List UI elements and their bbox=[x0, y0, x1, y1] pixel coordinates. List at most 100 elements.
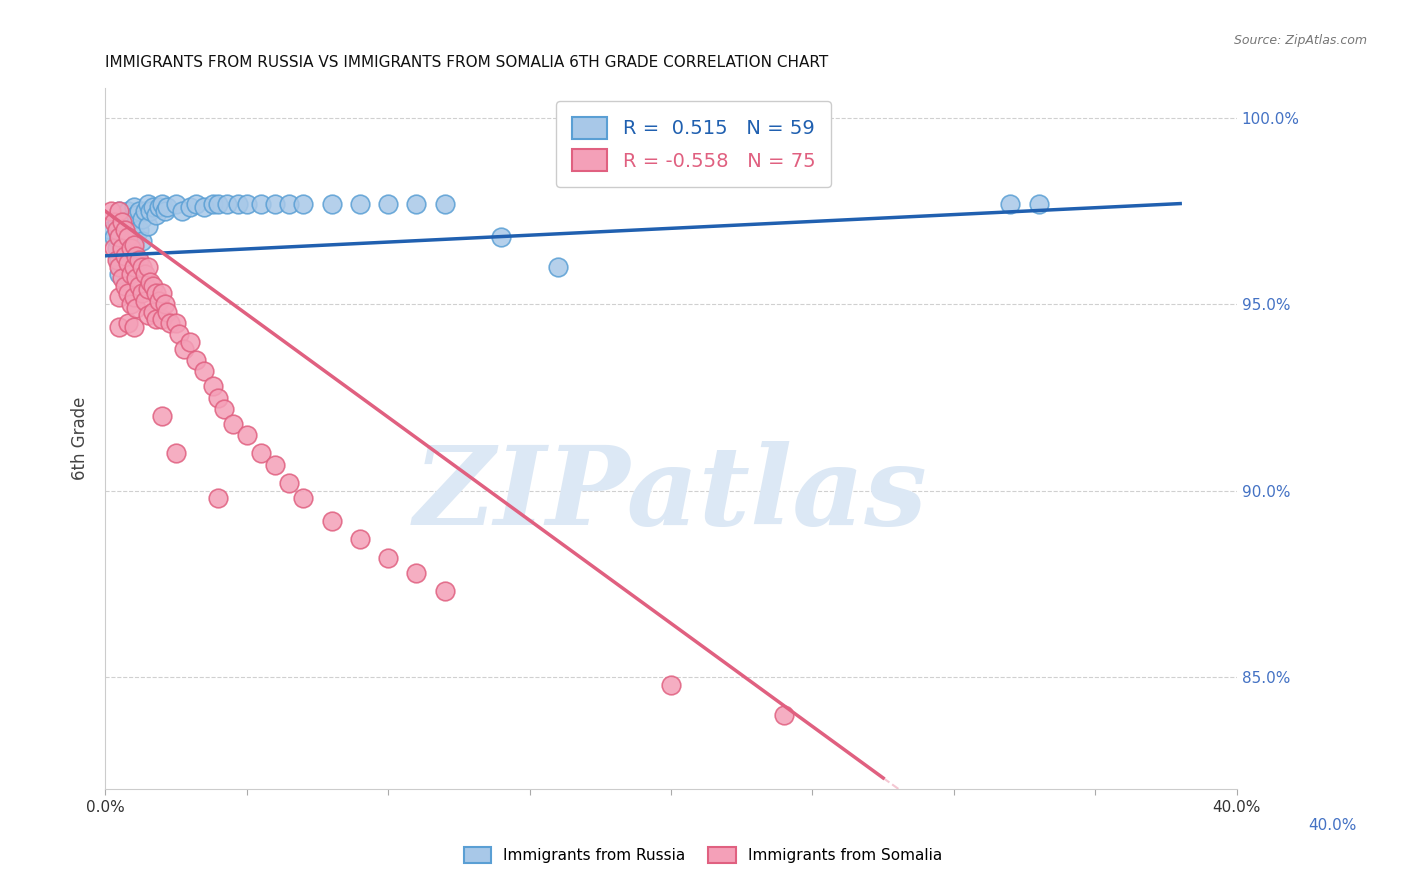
Point bbox=[128, 204, 150, 219]
Point bbox=[179, 200, 201, 214]
Y-axis label: 6th Grade: 6th Grade bbox=[72, 397, 89, 480]
Point bbox=[122, 237, 145, 252]
Text: Source: ZipAtlas.com: Source: ZipAtlas.com bbox=[1233, 34, 1367, 47]
Point bbox=[491, 230, 513, 244]
Point bbox=[145, 312, 167, 326]
Point bbox=[120, 211, 142, 226]
Point bbox=[100, 204, 122, 219]
Point bbox=[226, 196, 249, 211]
Point bbox=[108, 204, 131, 219]
Point bbox=[120, 234, 142, 248]
Point bbox=[125, 271, 148, 285]
Point bbox=[105, 215, 128, 229]
Point bbox=[179, 334, 201, 349]
Point bbox=[148, 293, 170, 308]
Point bbox=[114, 215, 136, 229]
Point bbox=[134, 204, 156, 219]
Point bbox=[117, 316, 139, 330]
Point bbox=[100, 223, 122, 237]
Point bbox=[249, 446, 271, 460]
Point bbox=[264, 458, 287, 472]
Point bbox=[120, 297, 142, 311]
Point bbox=[184, 196, 207, 211]
Point bbox=[114, 223, 136, 237]
Point bbox=[278, 476, 301, 491]
Point bbox=[278, 196, 301, 211]
Point bbox=[150, 409, 173, 424]
Point bbox=[136, 282, 159, 296]
Point bbox=[235, 427, 257, 442]
Point bbox=[142, 278, 165, 293]
Point bbox=[405, 196, 427, 211]
Point bbox=[117, 230, 139, 244]
Point bbox=[108, 230, 131, 244]
Point bbox=[142, 304, 165, 318]
Point bbox=[125, 301, 148, 315]
Text: IMMIGRANTS FROM RUSSIA VS IMMIGRANTS FROM SOMALIA 6TH GRADE CORRELATION CHART: IMMIGRANTS FROM RUSSIA VS IMMIGRANTS FRO… bbox=[105, 55, 828, 70]
Point bbox=[659, 678, 682, 692]
Point bbox=[114, 249, 136, 263]
Point bbox=[170, 204, 193, 219]
Point bbox=[125, 230, 148, 244]
Point bbox=[349, 196, 371, 211]
Point bbox=[349, 533, 371, 547]
Point bbox=[103, 230, 125, 244]
Point bbox=[108, 290, 131, 304]
Point bbox=[321, 196, 343, 211]
Point bbox=[108, 268, 131, 282]
Text: 40.0%: 40.0% bbox=[1309, 818, 1357, 832]
Point bbox=[136, 260, 159, 274]
Point bbox=[131, 260, 153, 274]
Point bbox=[773, 707, 796, 722]
Point bbox=[117, 227, 139, 241]
Point bbox=[173, 342, 195, 356]
Point bbox=[105, 252, 128, 267]
Point bbox=[136, 219, 159, 233]
Point bbox=[108, 252, 131, 267]
Point bbox=[111, 219, 134, 233]
Point bbox=[125, 249, 148, 263]
Point bbox=[145, 286, 167, 301]
Point bbox=[207, 491, 229, 506]
Point bbox=[167, 327, 190, 342]
Point bbox=[184, 353, 207, 368]
Point bbox=[122, 319, 145, 334]
Point bbox=[1028, 196, 1050, 211]
Point bbox=[120, 241, 142, 255]
Point bbox=[207, 391, 229, 405]
Point bbox=[292, 196, 315, 211]
Point bbox=[136, 309, 159, 323]
Point bbox=[128, 252, 150, 267]
Point bbox=[117, 256, 139, 270]
Point bbox=[128, 278, 150, 293]
Point bbox=[108, 260, 131, 274]
Point bbox=[207, 196, 229, 211]
Legend: R =  0.515   N = 59, R = -0.558   N = 75: R = 0.515 N = 59, R = -0.558 N = 75 bbox=[557, 101, 831, 187]
Point bbox=[103, 241, 125, 255]
Point bbox=[221, 417, 243, 431]
Point bbox=[153, 204, 176, 219]
Point bbox=[377, 196, 399, 211]
Point bbox=[117, 252, 139, 267]
Point bbox=[122, 290, 145, 304]
Text: ZIPatlas: ZIPatlas bbox=[413, 441, 928, 549]
Point bbox=[148, 200, 170, 214]
Point bbox=[139, 275, 162, 289]
Point bbox=[165, 196, 187, 211]
Point bbox=[159, 316, 181, 330]
Point bbox=[122, 241, 145, 255]
Point bbox=[145, 208, 167, 222]
Point bbox=[136, 196, 159, 211]
Point bbox=[150, 312, 173, 326]
Point bbox=[111, 271, 134, 285]
Point bbox=[120, 268, 142, 282]
Point bbox=[156, 304, 179, 318]
Point bbox=[150, 196, 173, 211]
Point bbox=[547, 260, 569, 274]
Point bbox=[134, 268, 156, 282]
Point bbox=[235, 196, 257, 211]
Point bbox=[193, 200, 215, 214]
Point bbox=[405, 566, 427, 580]
Point bbox=[201, 379, 224, 393]
Point bbox=[150, 286, 173, 301]
